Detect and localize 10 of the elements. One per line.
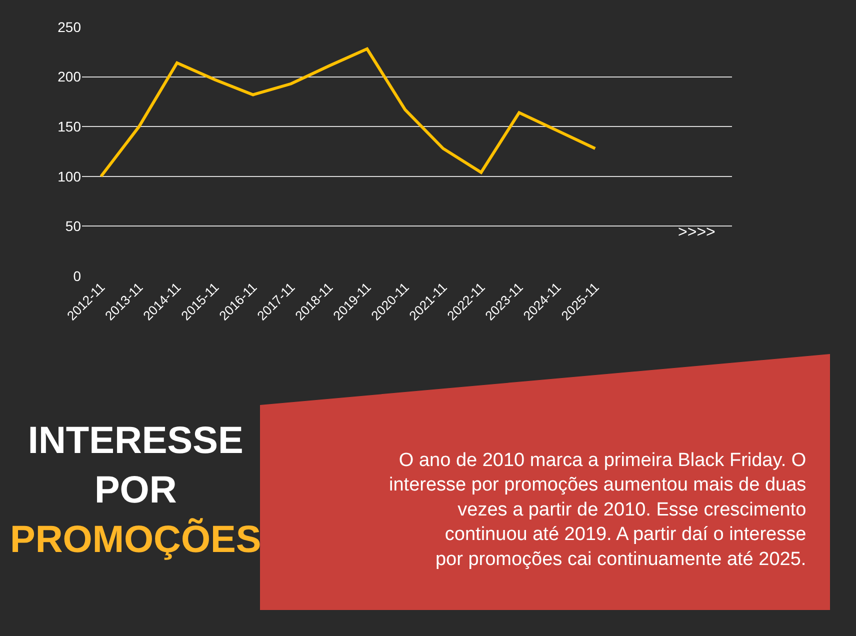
- text: >>>>: [678, 224, 716, 241]
- y-tick-label: 200: [58, 68, 82, 85]
- text: INTERESSE POR PROMOÇÕES: [10, 420, 262, 561]
- y-tick-label: 100: [58, 168, 82, 184]
- y-tick-label: 0: [73, 268, 82, 284]
- y-tick-label: 250: [58, 18, 82, 35]
- y-tick-label: 50: [65, 218, 82, 234]
- line-series: [100, 47, 597, 178]
- text: O ano de 2010 marca a primeira Black Friday. O interesse por promoções aumentou mais de duas vezes a partir de 2010. Esse crescimento continuou até 2019. A partir daí o interesse por promoções cai continuamente até 2025.: [389, 450, 806, 570]
- y-tick-label: 150: [58, 118, 82, 134]
